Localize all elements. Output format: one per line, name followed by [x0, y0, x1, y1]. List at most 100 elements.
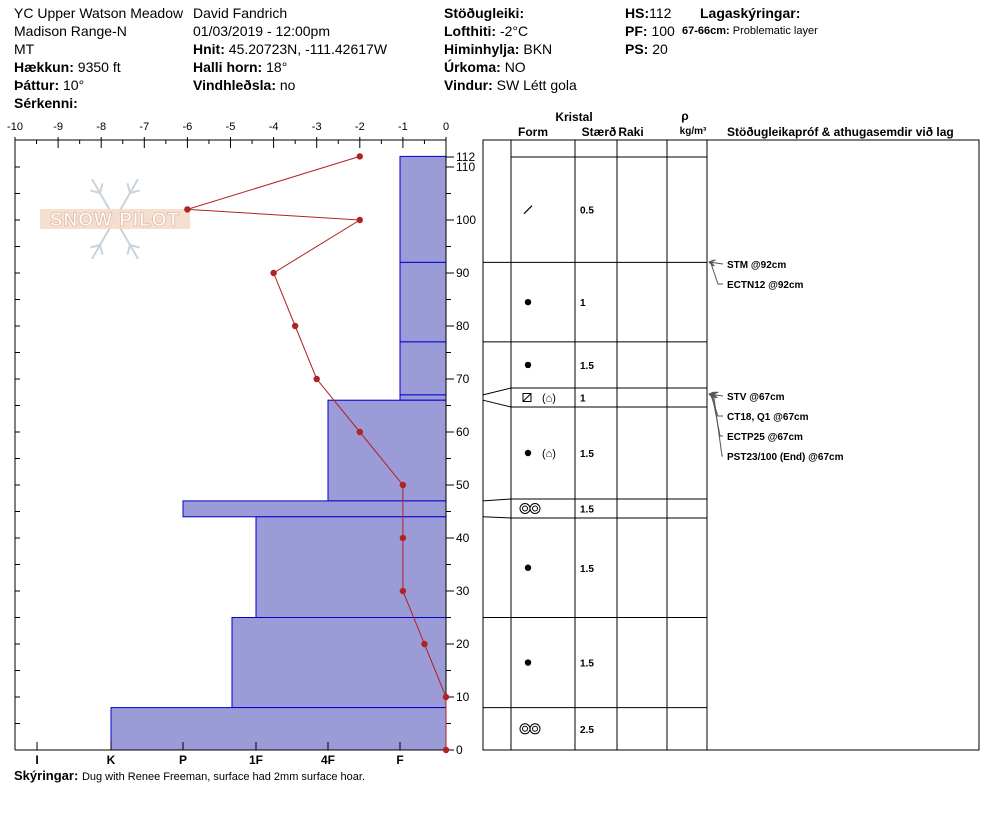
observation-datetime: 01/03/2019 - 12:00pm: [193, 23, 330, 39]
layer-size-label: 1.5: [580, 564, 594, 575]
test-pointer-arrowhead: [709, 391, 716, 399]
wind-loading-label: Vindhleðsla:: [193, 77, 276, 93]
height-tick-label: 40: [456, 531, 470, 545]
stability-test-label: ECTP25 @67cm: [727, 432, 803, 443]
form-rounded-grain-icon: [524, 449, 532, 457]
form-rounded-grain-icon: [524, 659, 532, 666]
flake-branch: [99, 183, 104, 194]
wind-loading-field: Vindhleðsla: no: [193, 76, 295, 94]
layer-connector: [482, 387, 512, 396]
form-melt-form-icon-inner: [522, 725, 528, 732]
flake-branch: [126, 244, 131, 255]
stability-field: Stöðugleiki:: [444, 4, 524, 22]
form-melt-form-icon: [519, 723, 531, 735]
form-melt-form-icon: [529, 503, 541, 514]
form-rounded-grain-icon: [524, 361, 532, 369]
stability-test-label: CT18, Q1 @67cm: [727, 412, 809, 423]
flake-branch: [90, 189, 101, 194]
temp-tick-label: -8: [96, 121, 106, 133]
height-tick-label: 30: [456, 584, 470, 598]
layer-connector: [482, 399, 512, 408]
chart-frame: -10 -9 -8 -7 -6 -5 -4 -3 -2 -1 0I K P 1F 4F F0102030405…: [7, 121, 476, 767]
temp-tick-label: -7: [139, 121, 149, 133]
coords-value: 45.20723N, -111.42617W: [228, 41, 388, 57]
temperature-point: [313, 375, 320, 383]
form-melt-form-icon-inner: [522, 505, 528, 512]
sky-field: Himinhylja: BKN: [444, 40, 552, 58]
temperature-point: [399, 481, 407, 489]
coords-field: Hnit: 45.20723N, -111.42617W: [193, 40, 387, 58]
range-name: Madison Range-N: [14, 23, 127, 39]
wind-field: Vindur: SW Létt gola: [444, 76, 577, 94]
layer-size-label: 1.5: [580, 361, 594, 372]
wind-label: Vindur:: [444, 77, 493, 93]
hardness-bar: [182, 500, 447, 518]
test-pointer-arrowhead: [712, 391, 719, 399]
test-pointer-arrowhead: [711, 391, 718, 399]
snowpilot-watermark: SNOW PILOT: [40, 178, 190, 260]
location-name: YC Upper Watson Meadow: [14, 5, 184, 21]
height-tick-label: 0: [456, 743, 463, 757]
form-melt-form-icon-inner: [532, 725, 538, 732]
layer-size-label: 1.5: [580, 659, 594, 670]
layer-size-label: 1: [580, 394, 586, 405]
hardness-tick-label: F: [396, 753, 403, 767]
form-melt-form-icon-inner: [532, 505, 538, 512]
features-field: Sérkenni:: [14, 94, 78, 112]
layer-size-label: 1.5: [580, 449, 594, 460]
column-size-header: Stærð: [582, 125, 617, 139]
ps-field: PS: 20: [625, 40, 668, 58]
layer-connector: [482, 498, 512, 502]
hardness-bar: [399, 155, 447, 263]
test-pointer-line: [713, 393, 723, 457]
column-density-unit: kg/m³: [680, 126, 707, 137]
flake-branch: [129, 189, 140, 194]
hs-label: HS:: [625, 5, 650, 21]
height-tick-label: 20: [456, 637, 470, 651]
temperature-profile: [184, 153, 450, 754]
hs-field: HS:112: [625, 4, 671, 22]
watermark-band: [40, 209, 190, 229]
hardness-tick-label: I: [35, 753, 38, 767]
temp-tick-label: -9: [53, 121, 63, 133]
temp-tick-label: -2: [355, 121, 365, 133]
flake-branch: [126, 183, 131, 194]
form-rounded-grain-icon: [524, 564, 532, 571]
slope-value: 18°: [266, 59, 288, 75]
legend-layer-text: Problematic layer: [732, 25, 818, 37]
form-faceted-icon: [522, 393, 532, 402]
temperature-point: [421, 640, 428, 648]
column-moisture-header: Raki: [618, 125, 643, 139]
hardness-tick-label: P: [179, 753, 187, 767]
stability-label: Stöðugleiki:: [444, 5, 525, 21]
height-tick-label: 90: [456, 266, 470, 280]
legend-layer-range: 67-66cm:: [682, 25, 730, 37]
hardness-bars: [110, 155, 447, 751]
temperature-point: [399, 587, 407, 595]
hardness-bar: [255, 516, 447, 618]
temp-tick-label: -3: [312, 121, 322, 133]
stability-test-label: STV @67cm: [727, 392, 785, 403]
form-melt-form-icon: [529, 723, 541, 735]
column-tests-header: Stöðugleikapróf & athugasemdir við lag: [727, 125, 954, 139]
height-tick-label: 70: [456, 372, 470, 386]
ps-label: PS:: [625, 41, 649, 57]
slope-label: Halli horn:: [193, 59, 263, 75]
precip-value: NO: [504, 59, 526, 75]
temp-tick-label: -5: [226, 121, 236, 133]
hardness-bar: [231, 617, 447, 709]
temp-tick-label: -1: [398, 121, 408, 133]
wind-loading-value: no: [279, 77, 296, 93]
flake-branch: [129, 244, 140, 249]
column-density-symbol: ρ: [681, 109, 688, 123]
caption-text: Dug with Renee Freeman, surface had 2mm …: [81, 771, 366, 783]
air-temp-label: Lofthiti:: [444, 23, 497, 39]
height-tick-label: 100: [456, 213, 476, 227]
legend-title: Lagaskýringar:: [700, 5, 801, 21]
form-precip-particle-icon: [523, 205, 533, 215]
height-tick-label: 110: [456, 160, 475, 174]
observer-name: David Fandrich: [193, 5, 288, 21]
hardness-tick-label: 1F: [249, 753, 263, 767]
layer-size-label: 2.5: [580, 725, 594, 736]
air-temp-field: Lofthiti: -2°C: [444, 22, 528, 40]
